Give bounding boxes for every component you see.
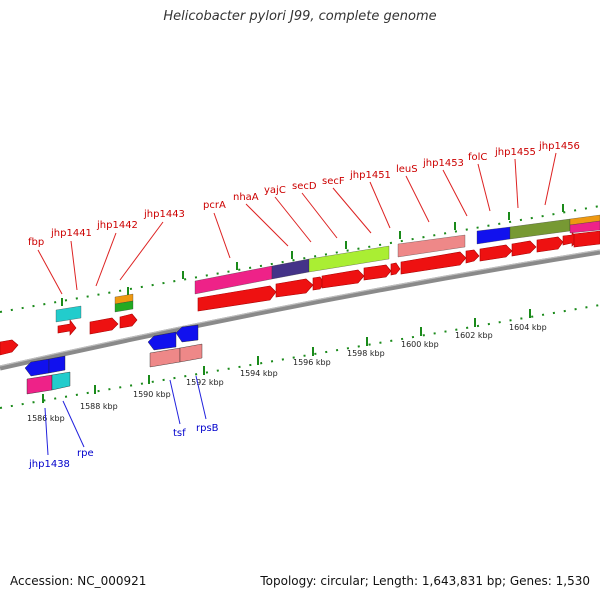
gene-block-cyan[interactable] bbox=[55, 305, 82, 323]
gene-label-nhaA[interactable]: nhaA bbox=[233, 192, 259, 203]
kbp-label: 1600 kbp bbox=[401, 340, 439, 349]
gene-block-pink[interactable] bbox=[569, 220, 600, 234]
gene-arrow-reverse[interactable] bbox=[147, 331, 177, 351]
gene-arrow[interactable] bbox=[400, 251, 467, 275]
lower-major-ticks bbox=[42, 309, 531, 403]
gene-arrow[interactable] bbox=[57, 319, 77, 336]
gene-arrow[interactable] bbox=[197, 285, 277, 312]
gene-label-tsf[interactable]: tsf bbox=[173, 428, 186, 439]
gene-block-magenta-low[interactable] bbox=[26, 374, 53, 395]
gene-block-salmon-low[interactable] bbox=[149, 347, 181, 368]
gene-block-blue[interactable] bbox=[476, 226, 511, 245]
gene-arrow[interactable] bbox=[363, 264, 392, 281]
kbp-label: 1602 kbp bbox=[455, 331, 493, 340]
gene-label-rpsB[interactable]: rpsB bbox=[196, 423, 219, 434]
gene-arrow-reverse[interactable] bbox=[48, 355, 66, 374]
gene-label-jhp1442[interactable]: jhp1442 bbox=[96, 220, 138, 231]
gene-label-rpe[interactable]: rpe bbox=[77, 448, 94, 459]
upper-major-ticks bbox=[61, 204, 564, 306]
gene-label-yajC[interactable]: yajC bbox=[264, 185, 286, 196]
gene-arrow-reverse[interactable] bbox=[175, 324, 199, 343]
gene-label-jhp1441[interactable]: jhp1441 bbox=[50, 228, 92, 239]
genome-backbone bbox=[0, 249, 600, 371]
gene-arrow[interactable] bbox=[479, 244, 513, 262]
gene-label-jhp1456[interactable]: jhp1456 bbox=[538, 141, 580, 152]
gene-label-jhp1453[interactable]: jhp1453 bbox=[422, 158, 464, 169]
bottom-label-leaders bbox=[44, 375, 207, 456]
gene-label-jhp1455[interactable]: jhp1455 bbox=[494, 147, 536, 158]
top-label-leaders bbox=[37, 152, 557, 295]
gene-label-jhp1443[interactable]: jhp1443 bbox=[143, 209, 185, 220]
gene-label-secF[interactable]: secF bbox=[322, 176, 345, 187]
gene-blocks-top bbox=[55, 214, 600, 323]
map-title: Helicobacter pylori J99, complete genome bbox=[163, 9, 437, 24]
gene-arrow[interactable] bbox=[119, 313, 138, 329]
gene-arrow[interactable] bbox=[89, 317, 119, 335]
forward-genes bbox=[0, 230, 600, 356]
kbp-label: 1592 kbp bbox=[186, 378, 224, 387]
gene-label-secD[interactable]: secD bbox=[292, 181, 317, 192]
gene-arrow[interactable] bbox=[321, 269, 365, 289]
gene-block-salmon-low[interactable] bbox=[179, 343, 203, 363]
gene-arrow[interactable] bbox=[511, 240, 537, 257]
gene-block-cyan-low[interactable] bbox=[51, 371, 71, 391]
gene-label-fbp[interactable]: fbp bbox=[28, 237, 44, 248]
gene-arrow[interactable] bbox=[465, 249, 480, 264]
gene-block-olive[interactable] bbox=[509, 218, 571, 240]
accession-text: Accession: NC_000921 bbox=[10, 574, 147, 588]
upper-tick-track bbox=[0, 205, 600, 313]
gene-arrow[interactable] bbox=[0, 339, 19, 356]
gene-arrow[interactable] bbox=[573, 230, 600, 248]
genome-backbone-highlight bbox=[0, 249, 600, 367]
gene-block-lime[interactable] bbox=[308, 245, 390, 273]
kbp-label: 1590 kbp bbox=[133, 390, 171, 399]
genome-summary-text: Topology: circular; Length: 1,643,831 bp… bbox=[260, 574, 590, 588]
reverse-genes bbox=[24, 324, 203, 395]
gene-label-folC[interactable]: folC bbox=[468, 152, 487, 163]
kbp-label: 1594 kbp bbox=[240, 369, 278, 378]
gene-block-navy[interactable] bbox=[271, 258, 310, 280]
gene-arrow[interactable] bbox=[275, 278, 314, 298]
kbp-label: 1596 kbp bbox=[293, 358, 331, 367]
gene-block-orange[interactable] bbox=[569, 214, 600, 226]
gene-label-pcrA[interactable]: pcrA bbox=[203, 200, 226, 211]
kbp-label: 1598 kbp bbox=[347, 349, 385, 358]
kbp-label: 1588 kbp bbox=[80, 402, 118, 411]
lower-tick-track bbox=[0, 304, 600, 409]
gene-label-leuS[interactable]: leuS bbox=[396, 164, 418, 175]
gene-arrow[interactable] bbox=[390, 262, 401, 276]
gene-arrow[interactable] bbox=[536, 236, 564, 253]
gene-block-green-small[interactable] bbox=[114, 300, 134, 313]
gene-block-salmon[interactable] bbox=[397, 234, 466, 258]
gene-label-jhp1451[interactable]: jhp1451 bbox=[349, 170, 391, 181]
kbp-label: 1604 kbp bbox=[509, 323, 547, 332]
gene-label-jhp1438[interactable]: jhp1438 bbox=[28, 459, 70, 470]
